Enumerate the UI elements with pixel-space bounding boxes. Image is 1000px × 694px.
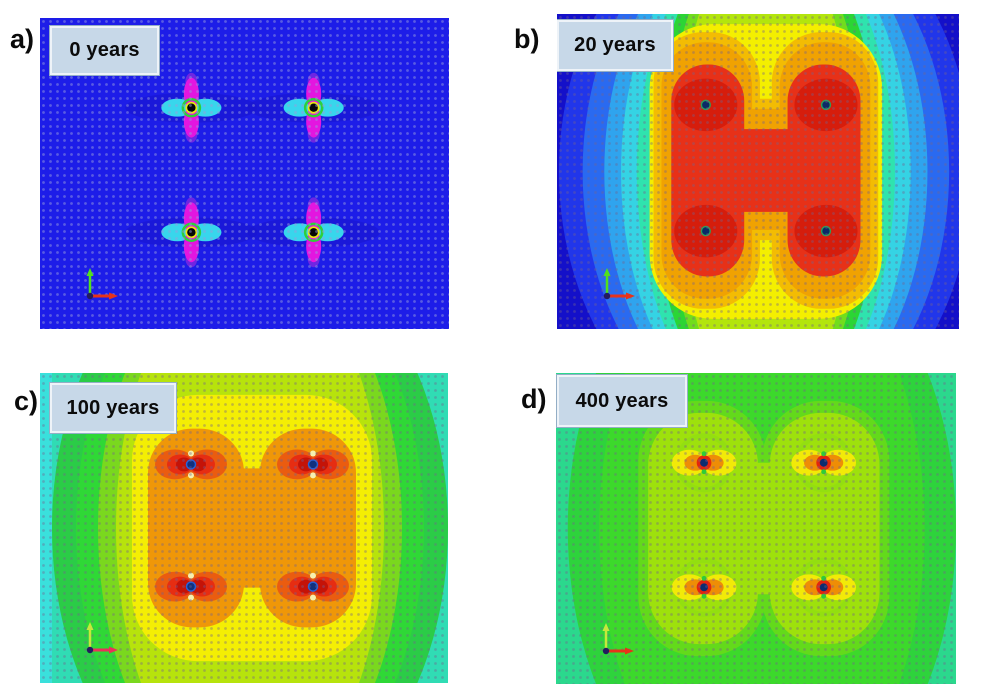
panel-b: 20 years xyxy=(557,14,959,329)
panel-a: 0 years xyxy=(40,18,449,329)
axis-triad-icon xyxy=(602,623,634,655)
contour-plot-b xyxy=(557,14,959,329)
time-label-b: 20 years xyxy=(574,34,656,56)
axis-triad-icon xyxy=(86,622,118,654)
panel-letter-c: c) xyxy=(14,386,39,416)
time-label-box-c: 100 years xyxy=(50,383,176,433)
time-label-d: 400 years xyxy=(575,389,669,412)
axis-triad-icon xyxy=(603,268,635,300)
panel-letter-b: b) xyxy=(514,24,540,54)
time-label-box-b: 20 years xyxy=(557,20,673,71)
time-label-c: 100 years xyxy=(66,396,160,419)
time-label-box-a: 0 years xyxy=(50,26,159,75)
axis-triad-icon xyxy=(86,268,118,300)
panel-c: 100 years xyxy=(40,373,448,683)
panel-letter-d: d) xyxy=(521,384,547,414)
source-points xyxy=(700,99,832,237)
time-label-box-d: 400 years xyxy=(557,375,687,427)
contour-plot-d xyxy=(556,373,956,684)
panel-letter-a: a) xyxy=(10,24,35,54)
time-label-a: 0 years xyxy=(69,39,140,61)
panel-d: 400 years xyxy=(556,373,956,684)
